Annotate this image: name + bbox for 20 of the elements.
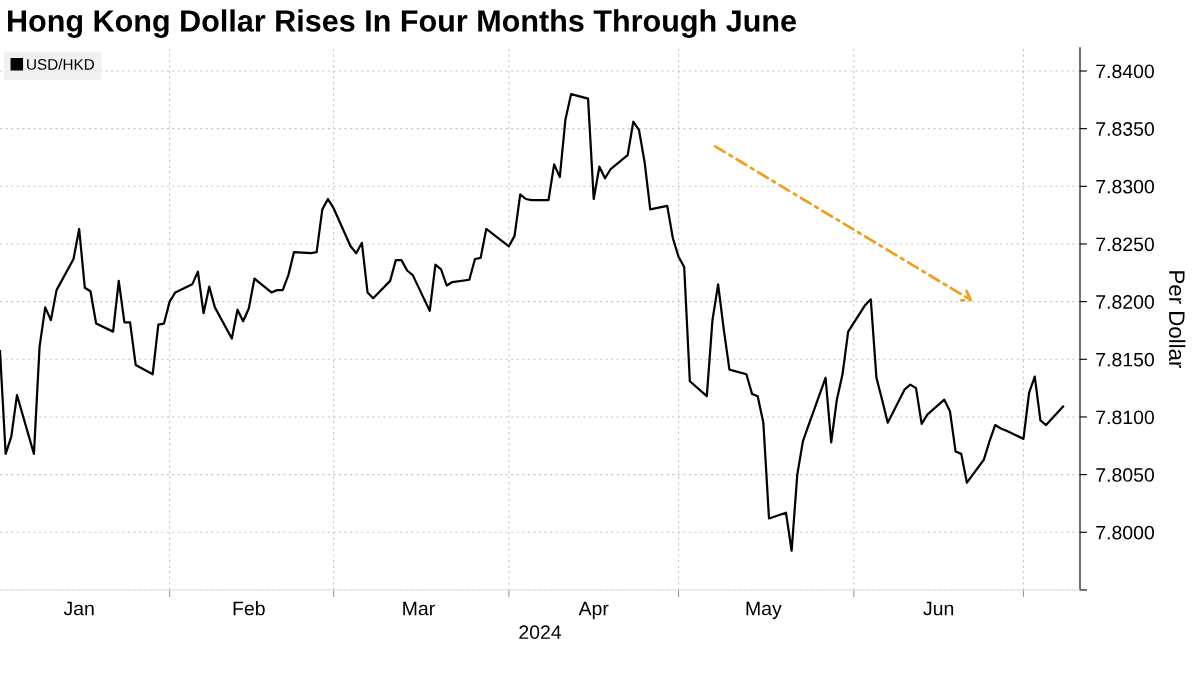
y-tick-label: 7.8200 [1096,295,1154,309]
y-tick-label: 7.8400 [1096,64,1154,79]
chart-title: Hong Kong Dollar Rises In Four Months Through June [8,9,796,38]
x-tick-label: Mar [403,601,435,616]
y-tick-label: 7.8250 [1096,237,1154,252]
x-tick-label: May [746,601,782,620]
x-tick-label: Apr [578,601,609,620]
legend-label: USD/HKD [27,58,94,70]
y-axis-title: Per Dollar [1168,271,1186,368]
y-tick-label: 7.8100 [1096,410,1154,425]
x-tick-label: Jun [923,601,954,616]
x-axis-title: 2024 [519,625,562,640]
y-tick-label: 7.8350 [1096,122,1154,136]
line-series [0,92,1065,552]
x-tick-label: Feb [233,601,265,616]
y-tick-label: 7.8150 [1096,352,1154,367]
y-tick-label: 7.8300 [1096,179,1154,194]
y-tick-label: 7.8050 [1096,468,1154,482]
x-tick-label: Jan [63,601,94,616]
y-tick-label: 7.8000 [1096,525,1154,540]
